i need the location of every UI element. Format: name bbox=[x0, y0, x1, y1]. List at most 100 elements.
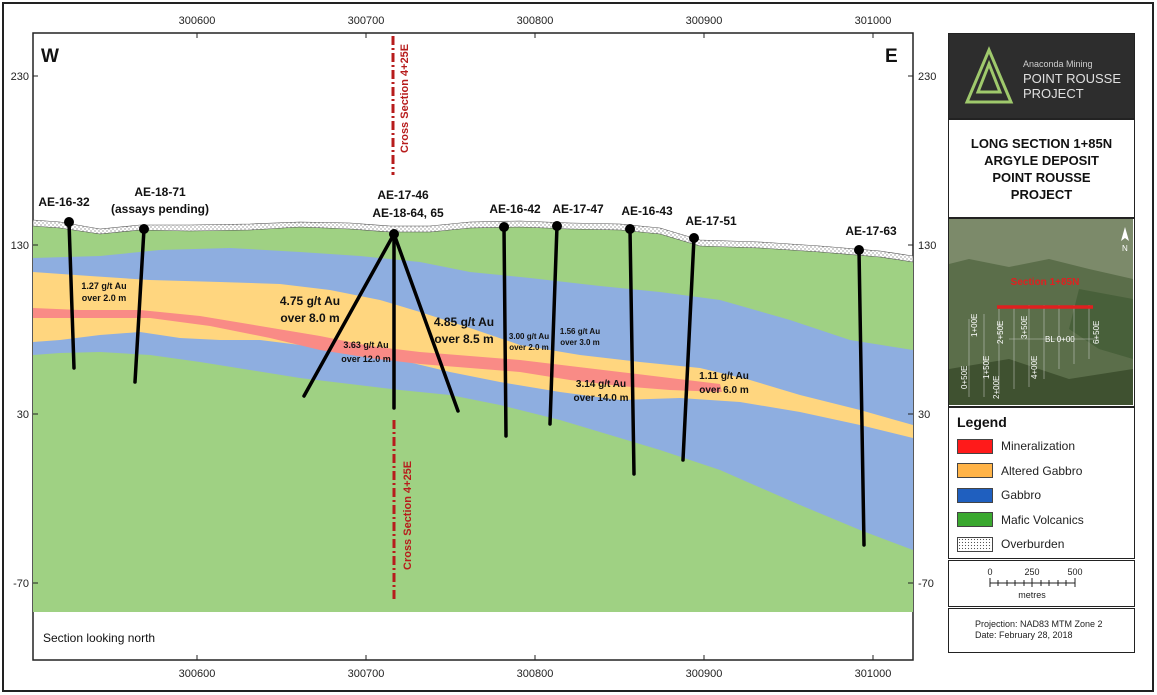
inset-grid-label: 3+50E bbox=[1020, 316, 1029, 339]
intercept-length: over 14.0 m bbox=[573, 393, 628, 404]
legend-swatch bbox=[957, 438, 993, 454]
logo-company: Anaconda Mining bbox=[1023, 59, 1093, 69]
intercept-grade: 4.75 g/t Au bbox=[280, 294, 340, 308]
x-tick-label-bottom: 300800 bbox=[517, 668, 554, 680]
legend-item-mafic-volcanics: Mafic Volcanics bbox=[957, 508, 1126, 533]
inset-section-label: Section 1+85N bbox=[1011, 277, 1080, 288]
legend-item-altered-gabbro: Altered Gabbro bbox=[957, 459, 1126, 484]
axis-ticks bbox=[33, 33, 913, 660]
inset-grid-label: 1+50E bbox=[982, 356, 991, 379]
intercept-length: over 8.0 m bbox=[280, 311, 339, 325]
y-tick-label-left: 130 bbox=[11, 240, 29, 252]
drill-hole-label: AE-17-63 bbox=[845, 224, 897, 238]
figure-title: LONG SECTION 1+85N ARGYLE DEPOSIT POINT … bbox=[970, 135, 1113, 202]
logo-line1: POINT ROUSSE bbox=[1023, 71, 1121, 86]
legend-swatch bbox=[957, 487, 993, 503]
drill-hole-trace bbox=[681, 236, 696, 462]
drill-collar bbox=[625, 224, 635, 234]
inset-grid-label: 0+50E bbox=[960, 366, 969, 389]
drill-hole-trace bbox=[392, 232, 460, 413]
intercept-grade: 1.11 g/t Au bbox=[699, 371, 749, 382]
intercept-grade: 3.63 g/t Au bbox=[343, 340, 388, 350]
logo-panel: Anaconda Mining POINT ROUSSE PROJECT bbox=[948, 33, 1135, 119]
scale-bar-panel: 0 250 500 metres bbox=[948, 560, 1135, 607]
cross-section-label-upper: Cross Section 4+25E bbox=[399, 44, 411, 153]
legend-swatch bbox=[957, 512, 993, 528]
drill-hole-trace bbox=[857, 248, 866, 547]
inset-grid-label: 1+00E bbox=[970, 314, 979, 337]
x-tick-label-bottom: 300900 bbox=[686, 668, 723, 680]
north-arrow-icon bbox=[1121, 227, 1129, 241]
y-tick-label-left: 30 bbox=[17, 409, 29, 421]
logo-line2: PROJECT bbox=[1023, 86, 1084, 101]
intercept-length: over 3.0 m bbox=[560, 338, 600, 347]
inset-grid-label: 2+00E bbox=[992, 376, 1001, 399]
drill-hole-label: AE-16-42 bbox=[489, 202, 541, 216]
legend-label: Gabbro bbox=[1001, 488, 1042, 503]
west-label: W bbox=[41, 46, 59, 67]
legend-label: Altered Gabbro bbox=[1001, 463, 1083, 478]
legend-label: Mafic Volcanics bbox=[1001, 512, 1084, 527]
inset-grid-label: 4+00E bbox=[1030, 356, 1039, 379]
drill-collar bbox=[64, 217, 74, 227]
inset-grid-label: 6+50E bbox=[1092, 321, 1101, 344]
projection-panel: Projection: NAD83 MTM Zone 2 Date: Febru… bbox=[948, 608, 1135, 653]
x-tick-label-top: 300700 bbox=[348, 15, 385, 27]
drill-hole-label: AE-16-43 bbox=[621, 204, 673, 218]
scale-bar: 0 250 500 metres bbox=[987, 567, 1082, 600]
x-tick-label-bottom: 300600 bbox=[179, 668, 216, 680]
legend-label: Overburden bbox=[1001, 537, 1065, 552]
drill-hole-sublabel: (assays pending) bbox=[111, 202, 209, 216]
drill-collar bbox=[389, 229, 399, 239]
legend-item-overburden: Overburden bbox=[957, 532, 1126, 557]
scale-tick-label: 250 bbox=[1024, 567, 1039, 577]
drill-hole-trace bbox=[502, 225, 508, 438]
x-tick-label-top: 300600 bbox=[179, 15, 216, 27]
legend-item-mineralization: Mineralization bbox=[957, 434, 1126, 459]
drill-hole-label: AE-17-46 bbox=[377, 188, 429, 202]
y-tick-label-right: 130 bbox=[918, 240, 936, 252]
drill-hole-label: AE-18-71 bbox=[134, 185, 186, 199]
drill-collar bbox=[552, 221, 562, 231]
triangle-logo-icon: Anaconda Mining POINT ROUSSE PROJECT bbox=[964, 46, 1121, 104]
y-tick-label-left: -70 bbox=[13, 578, 29, 590]
intercept-length: over 8.5 m bbox=[434, 332, 493, 346]
legend-title: Legend bbox=[957, 414, 1007, 430]
drill-hole-label: AE-16-32 bbox=[38, 195, 90, 209]
section-footer-note: Section looking north bbox=[43, 631, 155, 645]
north-arrow-label: N bbox=[1122, 244, 1128, 253]
drill-hole-sublabel: AE-18-64, 65 bbox=[372, 206, 444, 220]
y-tick-label-right: 30 bbox=[918, 409, 930, 421]
x-tick-label-bottom: 300700 bbox=[348, 668, 385, 680]
inset-map-panel: Section 1+85N 0+50E 1+00E 1+50E 2+00E 2+… bbox=[948, 218, 1135, 407]
geology-layers bbox=[33, 219, 913, 612]
drill-hole-trace bbox=[548, 224, 559, 426]
intercept-length: over 2.0 m bbox=[509, 343, 549, 352]
drill-hole-label: AE-17-47 bbox=[552, 202, 604, 216]
x-tick-label-top: 301000 bbox=[855, 15, 892, 27]
legend-panel: Legend Mineralization Altered Gabbro Gab… bbox=[948, 407, 1135, 559]
intercept-grade: 4.85 g/t Au bbox=[434, 315, 494, 329]
scale-tick-label: 500 bbox=[1067, 567, 1082, 577]
intercept-grade: 3.14 g/t Au bbox=[576, 379, 626, 390]
projection-text: Projection: NAD83 MTM Zone 2 bbox=[975, 619, 1103, 629]
drill-hole-traces bbox=[67, 220, 866, 547]
title-panel: LONG SECTION 1+85N ARGYLE DEPOSIT POINT … bbox=[948, 119, 1135, 218]
inset-map: Section 1+85N 0+50E 1+00E 1+50E 2+00E 2+… bbox=[949, 219, 1133, 405]
drill-hole-trace bbox=[67, 220, 76, 370]
y-tick-label-left: 230 bbox=[11, 71, 29, 83]
intercept-grade: 1.56 g/t Au bbox=[560, 327, 600, 336]
y-tick-label-right: 230 bbox=[918, 71, 936, 83]
legend-label: Mineralization bbox=[1001, 439, 1076, 454]
drill-collar bbox=[854, 245, 864, 255]
intercept-grade: 1.27 g/t Au bbox=[81, 281, 126, 291]
mineralization-unit bbox=[33, 308, 722, 392]
overburden-unit bbox=[33, 219, 913, 263]
inset-grid-label: 2+50E bbox=[996, 321, 1005, 344]
date-text: Date: February 28, 2018 bbox=[975, 630, 1073, 640]
intercept-length: over 12.0 m bbox=[341, 354, 391, 364]
y-tick-label-right: -70 bbox=[918, 578, 934, 590]
drill-hole-trace bbox=[628, 227, 636, 476]
